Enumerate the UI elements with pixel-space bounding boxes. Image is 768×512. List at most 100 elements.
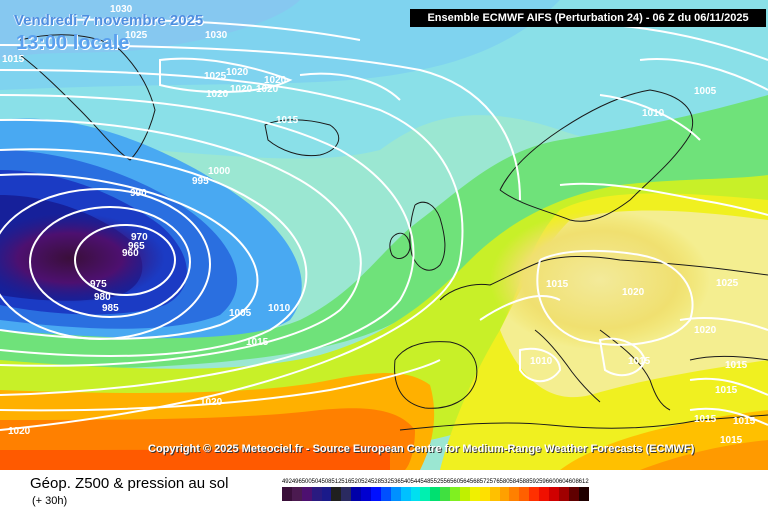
isobar-label: 1020 (206, 89, 229, 100)
scale-color-box (321, 487, 332, 501)
coastlines (19, 34, 768, 431)
scale-color-box (519, 487, 530, 501)
scale-value: 520 (351, 479, 362, 485)
scale-swatch: 512 (331, 478, 341, 501)
isobar-label: 960 (122, 248, 139, 259)
scale-swatch: 504 (312, 478, 322, 501)
copyright-notice: Copyright © 2025 Meteociel.fr - Source E… (148, 443, 695, 455)
isobar-label: 1020 (230, 84, 253, 95)
isobar-label: 1015 (720, 435, 743, 446)
scale-value: 564 (459, 479, 470, 485)
forecast-date: Vendredi 7 novembre 2025 (14, 12, 204, 29)
scale-swatch: 568 (470, 478, 480, 501)
scale-color-box (390, 487, 401, 501)
scale-value: 604 (558, 479, 569, 485)
scale-swatch: 508 (322, 478, 332, 501)
isobar-label: 1025 (125, 30, 148, 41)
scale-value: 568 (469, 479, 480, 485)
scale-swatch: 600 (549, 478, 559, 501)
scale-value: 504 (311, 479, 322, 485)
scale-swatch: 536 (391, 478, 401, 501)
scale-value: 592 (529, 479, 540, 485)
isobar-label: 1015 (246, 337, 269, 348)
scale-value: 596 (539, 479, 550, 485)
scale-value: 584 (509, 479, 520, 485)
scale-value: 544 (410, 479, 421, 485)
scale-swatch: 528 (371, 478, 381, 501)
isobar-label: 970 (131, 232, 148, 243)
scale-swatch: 552 (430, 478, 440, 501)
isobar-label: 1015 (733, 416, 756, 427)
isobar-label: 1020 (200, 397, 223, 408)
scale-value: 496 (291, 479, 302, 485)
isobar-label: 965 (128, 241, 145, 252)
scale-swatch: 580 (500, 478, 510, 501)
isobar-label: 985 (102, 303, 119, 314)
scale-color-box (440, 487, 451, 501)
scale-value: 524 (361, 479, 372, 485)
scale-color-box (460, 487, 470, 501)
isobar-label: 1020 (264, 75, 287, 86)
isobar-label: 1010 (642, 108, 665, 119)
scale-value: 508 (321, 479, 332, 485)
lead-time: (+ 30h) (32, 495, 68, 507)
forecast-local-time: 13:00 locale (16, 32, 130, 54)
scale-swatch: 524 (361, 478, 371, 501)
isobar-label: 1020 (622, 287, 645, 298)
parameter-title: Géop. Z500 & pression au sol (30, 475, 229, 492)
isobar-label: 1030 (205, 30, 228, 41)
scale-value: 572 (479, 479, 490, 485)
isobar-label: 1015 (725, 360, 748, 371)
scale-value: 560 (450, 479, 461, 485)
scale-color-box (430, 487, 441, 501)
scale-swatch: 588 (519, 478, 529, 501)
scale-value: 532 (380, 479, 391, 485)
isobar-label: 980 (94, 292, 111, 303)
scale-swatch: 608 (569, 478, 579, 501)
scale-value: 536 (390, 479, 401, 485)
scale-value: 608 (568, 479, 579, 485)
scale-color-box (578, 487, 589, 501)
scale-swatch: 496 (292, 478, 302, 501)
scale-value: 552 (430, 479, 441, 485)
isobar-label: 1025 (204, 71, 227, 82)
scale-value: 588 (519, 479, 530, 485)
scale-value: 512 (331, 479, 342, 485)
scale-swatch: 532 (381, 478, 391, 501)
isobar-labels: 1030 1025 1015 1030 1025 1020 1020 1020 … (2, 4, 756, 446)
isobar-label: 1030 (110, 4, 133, 15)
isobar-label: 1025 (716, 278, 739, 289)
scale-swatch: 596 (539, 478, 549, 501)
scale-swatch: 556 (440, 478, 450, 501)
scale-color-box (331, 487, 342, 501)
legend-footer: Géop. Z500 & pression au sol (+ 30h) 492… (0, 470, 768, 512)
scale-color-box (479, 487, 490, 501)
scale-color-box (311, 487, 322, 501)
scale-color-box (509, 487, 520, 501)
scale-value: 576 (489, 479, 500, 485)
scale-value: 556 (440, 479, 451, 485)
scale-value: 528 (370, 479, 381, 485)
scale-color-box (450, 487, 461, 501)
isobar-label: 1020 (8, 426, 31, 437)
scale-color-box (361, 487, 372, 501)
scale-swatch: 520 (351, 478, 361, 501)
isobar-label: 1005 (694, 86, 717, 97)
scale-color-box (291, 487, 302, 501)
isobar-label: 1010 (268, 303, 291, 314)
scale-value: 580 (499, 479, 510, 485)
scale-color-box (549, 487, 559, 501)
scale-swatch: 544 (411, 478, 421, 501)
map-canvas: 1030 1025 1015 1030 1025 1020 1020 1020 … (0, 0, 768, 470)
scale-value: 600 (548, 479, 559, 485)
isobar-label: 1005 (229, 308, 252, 319)
scale-color-box (469, 487, 480, 501)
scale-swatch: 492 (282, 478, 292, 501)
scale-swatch: 576 (490, 478, 500, 501)
geopotential-shading (0, 0, 768, 470)
scale-value: 516 (341, 479, 352, 485)
scale-color-box (529, 487, 540, 501)
scale-swatch: 548 (420, 478, 430, 501)
isobar-label: 990 (130, 188, 147, 199)
scale-color-box (380, 487, 391, 501)
